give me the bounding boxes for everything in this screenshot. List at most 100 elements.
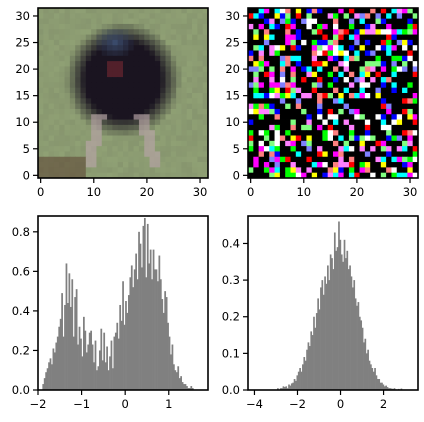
image-pixel	[53, 98, 60, 105]
image-pixel	[375, 156, 382, 163]
image-pixel	[370, 82, 376, 89]
image-pixel	[306, 50, 313, 57]
image-pixel	[396, 55, 403, 62]
image-pixel	[263, 18, 270, 25]
image-pixel	[396, 87, 403, 94]
image-pixel	[170, 82, 177, 89]
image-pixel	[138, 77, 145, 83]
hist-bar	[286, 388, 289, 390]
image-pixel	[133, 82, 140, 89]
image-pixel	[91, 114, 97, 120]
image-pixel	[322, 82, 329, 89]
image-pixel	[301, 146, 307, 152]
image-pixel	[322, 108, 329, 115]
image-pixel	[295, 18, 302, 25]
image-pixel	[364, 50, 371, 57]
image-pixel	[80, 77, 87, 83]
image-pixel	[407, 13, 414, 20]
image-pixel	[154, 167, 161, 174]
hist-bar	[310, 331, 313, 390]
image-pixel	[402, 98, 408, 105]
image-pixel	[322, 167, 329, 174]
y-tick-label: 25	[225, 36, 240, 50]
image-pixel	[391, 77, 398, 83]
image-pixel	[117, 87, 124, 94]
image-pixel	[43, 18, 50, 25]
image-pixel	[386, 162, 392, 168]
image-pixel	[80, 50, 87, 57]
image-pixel	[186, 146, 193, 152]
image-pixel	[64, 108, 71, 115]
image-pixel	[322, 140, 329, 147]
image-pixel	[370, 13, 376, 20]
image-pixel	[43, 39, 50, 46]
image-pixel	[197, 8, 204, 14]
image-pixel	[274, 50, 281, 57]
image-pixel	[279, 29, 286, 35]
image-pixel	[149, 167, 156, 174]
image-pixel	[101, 61, 108, 67]
image-pixel	[91, 82, 97, 89]
image-pixel	[402, 71, 408, 78]
image-pixel	[91, 18, 97, 25]
image-pixel	[274, 8, 281, 14]
image-pixel	[248, 87, 254, 94]
image-pixel	[144, 50, 150, 57]
image-pixel	[370, 8, 376, 14]
image-pixel	[380, 156, 387, 163]
image-pixel	[133, 156, 140, 163]
image-pixel	[348, 82, 355, 89]
hist-bar	[61, 293, 63, 390]
image-pixel	[343, 50, 350, 57]
image-pixel	[138, 119, 145, 126]
image-pixel	[359, 151, 366, 158]
image-pixel	[301, 50, 307, 57]
image-pixel	[101, 103, 108, 110]
image-pixel	[181, 29, 188, 35]
image-pixel	[380, 103, 387, 110]
image-pixel	[327, 82, 334, 89]
image-pixel	[407, 93, 414, 99]
hist-bar	[101, 360, 104, 390]
image-pixel	[327, 77, 334, 83]
image-pixel	[176, 119, 182, 126]
image-pixel	[359, 130, 366, 136]
image-pixel	[64, 98, 71, 105]
hist-bar	[389, 388, 392, 390]
image-pixel	[69, 108, 76, 115]
hist-bar	[170, 354, 172, 390]
image-pixel	[75, 124, 81, 131]
image-pixel	[285, 50, 291, 57]
image-pixel	[165, 34, 172, 41]
image-pixel	[144, 71, 150, 78]
image-pixel	[348, 146, 355, 152]
hist-bar	[69, 306, 72, 390]
image-pixel	[64, 34, 71, 41]
image-pixel	[53, 8, 60, 14]
image-pixel	[101, 162, 108, 168]
image-pixel	[290, 108, 297, 115]
image-pixel	[370, 151, 376, 158]
image-pixel	[322, 98, 329, 105]
hist-bar	[288, 384, 290, 390]
image-pixel	[117, 140, 124, 147]
image-pixel	[354, 71, 360, 78]
image-pixel	[306, 13, 313, 20]
hist-bar	[148, 263, 151, 390]
image-pixel	[101, 45, 108, 51]
hist-bar	[87, 344, 90, 390]
image-pixel	[348, 13, 355, 20]
x-tick-label: 10	[86, 185, 101, 199]
image-pixel	[285, 71, 291, 78]
image-pixel	[80, 140, 87, 147]
image-pixel	[370, 23, 376, 30]
image-pixel	[170, 103, 177, 110]
image-pixel	[75, 50, 81, 57]
image-pixel	[133, 103, 140, 110]
hist-bar	[290, 383, 293, 390]
image-pixel	[407, 45, 414, 51]
image-pixel	[327, 98, 334, 105]
image-pixel	[165, 87, 172, 94]
image-pixel	[186, 71, 193, 78]
hist-bar	[333, 232, 336, 390]
